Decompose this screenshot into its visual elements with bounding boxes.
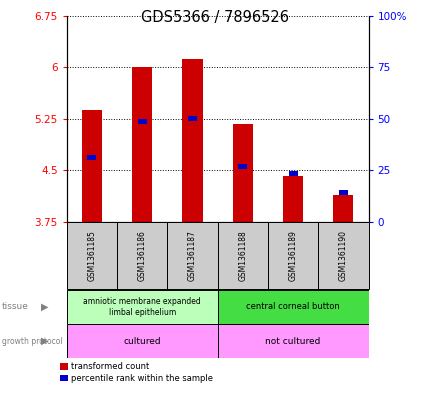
Bar <box>332 195 353 222</box>
Text: ▶: ▶ <box>41 336 48 346</box>
Bar <box>138 119 146 124</box>
Bar <box>182 59 202 222</box>
Text: GDS5366 / 7896526: GDS5366 / 7896526 <box>141 10 289 25</box>
Text: GSM1361190: GSM1361190 <box>338 230 347 281</box>
Text: ▶: ▶ <box>41 302 48 312</box>
Bar <box>338 190 347 195</box>
Text: not cultured: not cultured <box>265 337 320 345</box>
Bar <box>283 176 302 222</box>
Text: GSM1361189: GSM1361189 <box>288 230 297 281</box>
Bar <box>167 222 217 289</box>
Text: central corneal button: central corneal button <box>246 303 339 311</box>
Bar <box>117 222 167 289</box>
Text: amniotic membrane expanded
limbal epithelium: amniotic membrane expanded limbal epithe… <box>83 297 201 317</box>
Bar <box>67 222 117 289</box>
Bar <box>238 164 247 169</box>
Bar <box>317 222 368 289</box>
Text: tissue: tissue <box>2 303 29 311</box>
Text: GSM1361185: GSM1361185 <box>87 230 96 281</box>
Bar <box>67 290 217 324</box>
Bar <box>132 67 152 222</box>
Bar <box>217 290 368 324</box>
Text: growth protocol: growth protocol <box>2 337 63 345</box>
Text: GSM1361186: GSM1361186 <box>138 230 146 281</box>
Bar <box>232 125 252 222</box>
Text: GSM1361187: GSM1361187 <box>187 230 197 281</box>
Text: cultured: cultured <box>123 337 161 345</box>
Text: GSM1361188: GSM1361188 <box>238 230 247 281</box>
Legend: transformed count, percentile rank within the sample: transformed count, percentile rank withi… <box>60 362 212 383</box>
Bar <box>267 222 317 289</box>
Bar <box>217 222 267 289</box>
Bar <box>82 110 102 222</box>
Bar <box>288 171 297 176</box>
Bar <box>87 155 96 160</box>
Bar <box>67 324 217 358</box>
Bar <box>217 324 368 358</box>
Bar <box>187 116 197 121</box>
